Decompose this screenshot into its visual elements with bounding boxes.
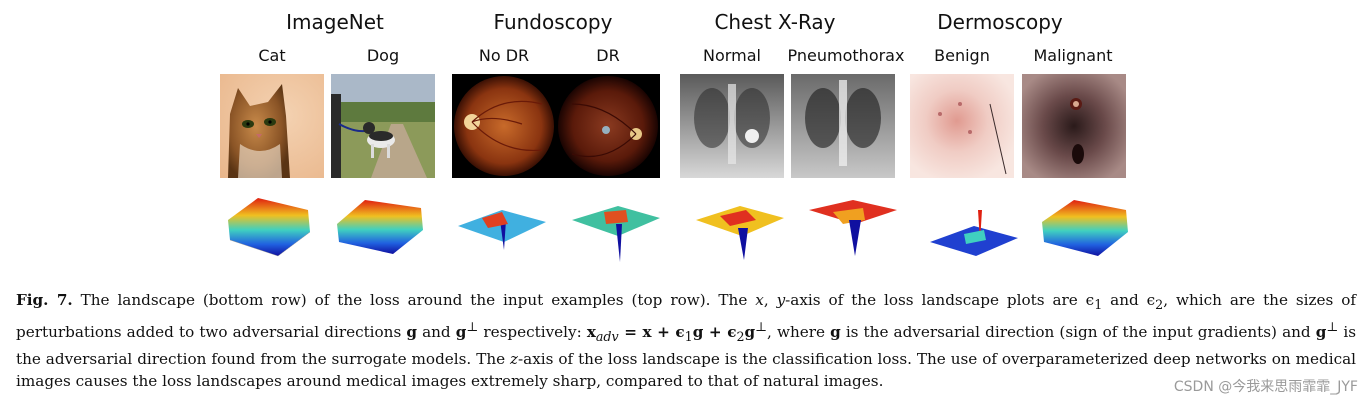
photo-cat — [220, 74, 324, 178]
group-title-dermoscopy: Dermoscopy — [937, 10, 1063, 34]
figure-caption: Fig. 7. The landscape (bottom row) of th… — [16, 291, 1357, 391]
loss-landscape-malignant — [1034, 190, 1140, 272]
photo-dog — [331, 74, 435, 178]
group-title-fundoscopy: Fundoscopy — [493, 10, 613, 34]
loss-landscape-pneumothorax — [803, 190, 909, 272]
photo-benign-lesion — [910, 74, 1014, 178]
loss-landscape-normal — [690, 190, 796, 272]
loss-landscape-cat — [218, 190, 324, 272]
watermark: CSDN @今我来思雨霏霏_JYF — [1173, 379, 1358, 395]
loss-landscape-benign — [924, 190, 1030, 272]
photo-dr — [556, 74, 660, 178]
label-malignant: Malignant — [1033, 46, 1113, 65]
label-cat: Cat — [258, 46, 286, 65]
label-benign: Benign — [934, 46, 990, 65]
figure-label: Fig. 7. — [16, 291, 73, 309]
loss-landscape-no-dr — [452, 190, 558, 272]
photo-malignant-lesion — [1022, 74, 1126, 178]
photo-normal-xray — [680, 74, 784, 178]
group-title-imagenet: ImageNet — [286, 10, 384, 34]
group-title-chest-xray: Chest X-Ray — [714, 10, 836, 34]
loss-landscape-dog — [329, 190, 435, 272]
label-dr: DR — [596, 46, 620, 65]
photo-pneumothorax-xray — [791, 74, 895, 178]
label-normal: Normal — [703, 46, 761, 65]
label-pneumothorax: Pneumothorax — [787, 46, 905, 65]
label-dog: Dog — [366, 46, 400, 65]
loss-landscape-dr — [566, 190, 672, 272]
photo-no-dr — [452, 74, 556, 178]
label-no-dr: No DR — [478, 46, 530, 65]
